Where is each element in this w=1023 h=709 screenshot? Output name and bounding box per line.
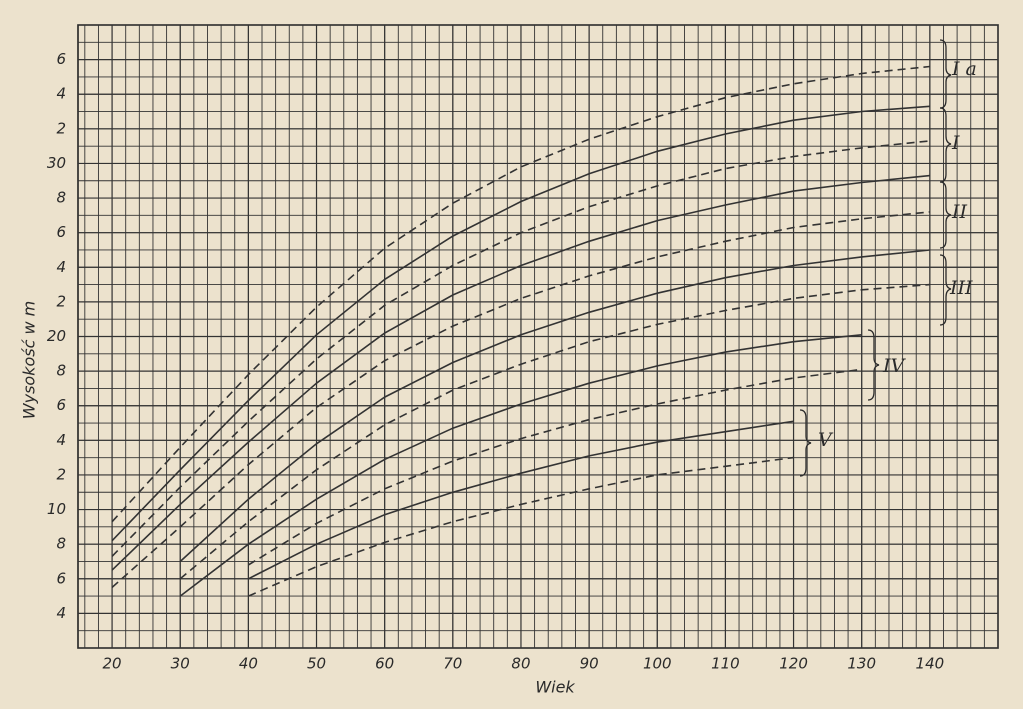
- y-tick-label: 2: [56, 465, 66, 483]
- curve: [111, 140, 930, 557]
- y-tick-label: 8: [56, 535, 66, 553]
- y-tick-label: 30: [47, 154, 66, 172]
- class-label: II: [951, 201, 968, 223]
- x-tick-label: 90: [580, 655, 599, 673]
- y-tick-label: 10: [47, 500, 66, 518]
- curve: [111, 211, 930, 588]
- y-tick-label: 8: [56, 362, 66, 380]
- curve: [248, 456, 794, 597]
- y-tick-label: 4: [56, 431, 66, 449]
- bracket: [939, 254, 952, 326]
- x-tick-label: 120: [779, 655, 808, 673]
- curve: [248, 420, 794, 580]
- y-tick-label: 20: [47, 327, 66, 345]
- bracket: [799, 409, 812, 477]
- x-tick-label: 70: [443, 655, 462, 673]
- x-tick-label: 80: [511, 655, 530, 673]
- y-tick-label: 4: [56, 85, 66, 103]
- x-tick-label: 110: [711, 655, 740, 673]
- brackets: [799, 39, 952, 477]
- y-tick-label: 6: [56, 396, 66, 414]
- curve: [179, 283, 930, 580]
- class-label: I: [951, 132, 960, 154]
- y-tick-label: 2: [56, 119, 66, 137]
- x-tick-label: 130: [847, 655, 876, 673]
- curve: [179, 334, 862, 597]
- x-tick-label: 50: [307, 655, 326, 673]
- x-tick-label: 30: [171, 655, 190, 673]
- y-tick-label: 8: [56, 189, 66, 207]
- x-tick-label: 40: [239, 655, 258, 673]
- x-tick-label: 140: [916, 655, 945, 673]
- y-tick-label: 4: [56, 604, 66, 622]
- curve: [111, 105, 930, 542]
- x-axis-title: Wiek: [535, 678, 575, 697]
- y-tick-label: 2: [56, 292, 66, 310]
- class-label: III: [949, 277, 973, 299]
- y-tick-label: 6: [56, 223, 66, 241]
- x-tick-label: 20: [103, 655, 122, 673]
- x-tick-label: 100: [643, 655, 672, 673]
- bracket: [939, 39, 952, 109]
- y-axis-title: Wysokość w m: [20, 301, 39, 419]
- curve: [179, 249, 930, 563]
- x-tick-label: 60: [375, 655, 394, 673]
- y-tick-label: 4: [56, 258, 66, 276]
- grid: [78, 24, 999, 649]
- curve: [247, 368, 862, 566]
- y-tick-label: 6: [56, 50, 66, 68]
- curve: [111, 65, 930, 523]
- y-tick-label: 6: [56, 569, 66, 587]
- bracket: [867, 329, 880, 401]
- bracket: [939, 107, 952, 183]
- curve: [111, 174, 930, 571]
